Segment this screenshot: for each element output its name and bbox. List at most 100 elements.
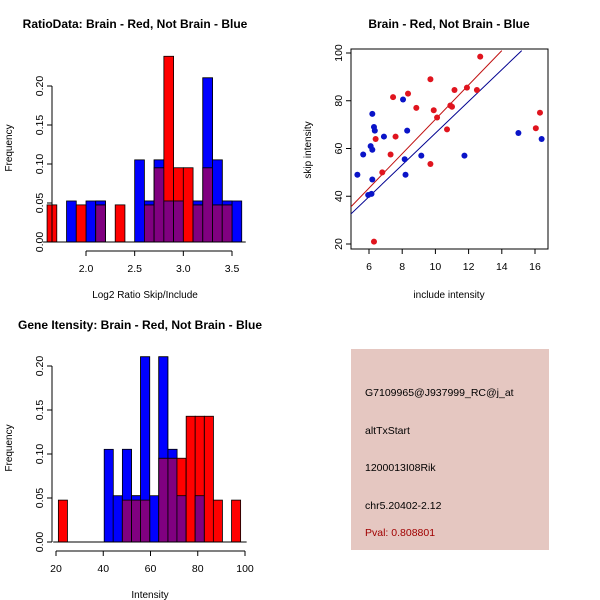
x-tick-label: 100 bbox=[236, 563, 254, 575]
y-tick-label: 0.20 bbox=[34, 76, 46, 97]
brain-point bbox=[390, 94, 397, 101]
brain-fit-line bbox=[351, 50, 503, 208]
event-type: altTxStart bbox=[365, 425, 410, 437]
brain-point bbox=[379, 169, 386, 176]
gene-histogram-title: Gene Itensity: Brain - Red, Not Brain - … bbox=[18, 318, 262, 332]
brain-point bbox=[387, 151, 394, 158]
not-brain-point bbox=[401, 156, 408, 163]
bar-brain bbox=[231, 499, 242, 543]
y-tick-label: 100 bbox=[333, 44, 345, 62]
bar-overlap bbox=[95, 204, 106, 243]
not-brain-fit-line bbox=[351, 50, 523, 215]
bar-overlap bbox=[176, 495, 187, 543]
x-tick-label: 2.0 bbox=[79, 263, 94, 275]
x-tick-label: 2.5 bbox=[127, 263, 142, 275]
bar-brain bbox=[212, 499, 223, 543]
bar-not-brain-top bbox=[212, 159, 223, 206]
x-tick-label: 6 bbox=[366, 261, 372, 273]
y-tick-label: 0.00 bbox=[34, 532, 46, 553]
gene-histogram-xlabel: Intensity bbox=[131, 590, 168, 600]
bar-not-brain bbox=[134, 159, 145, 243]
not-brain-point bbox=[418, 152, 425, 159]
y-tick-label: 60 bbox=[333, 143, 345, 155]
not-brain-point bbox=[354, 171, 361, 178]
x-tick-label: 60 bbox=[145, 563, 157, 575]
brain-point bbox=[463, 84, 470, 91]
bar-brain bbox=[203, 415, 214, 543]
bar-not-brain-top bbox=[121, 448, 132, 501]
bar-not-brain-top bbox=[131, 495, 142, 501]
bar-not-brain-top bbox=[140, 356, 151, 501]
bar-brain bbox=[185, 415, 196, 543]
ratio-histogram-ylabel: Frequency bbox=[4, 124, 15, 171]
probe-info-panel: G7109965@J937999_RC@j_at altTxStart 1200… bbox=[351, 349, 549, 550]
brain-point bbox=[392, 133, 399, 140]
brain-point bbox=[413, 104, 420, 111]
bar-overlap bbox=[121, 499, 132, 543]
y-tick-label: 20 bbox=[333, 238, 345, 250]
bar-overlap bbox=[163, 200, 175, 243]
bar-overlap bbox=[153, 167, 165, 243]
bar-overlap bbox=[173, 200, 184, 243]
bar-overlap bbox=[202, 167, 213, 243]
brain-point bbox=[430, 107, 437, 114]
ratio-histogram-xlabel: Log2 Ratio Skip/Include bbox=[92, 290, 198, 301]
brain-point bbox=[427, 76, 434, 83]
brain-point bbox=[477, 53, 484, 60]
not-brain-point bbox=[515, 129, 522, 136]
intensity-scatter: Brain - Red, Not Brain - Blue 20 40 60 80 10… bbox=[303, 17, 549, 301]
bar-not-brain bbox=[149, 495, 160, 543]
bar-not-brain-top bbox=[153, 159, 165, 169]
y-tick-label: 0.15 bbox=[34, 400, 46, 421]
scatter-xlabel: include intensity bbox=[413, 290, 484, 301]
probe-id: G7109965@J937999_RC@j_at bbox=[365, 387, 514, 399]
y-tick-label: 0.05 bbox=[34, 488, 46, 509]
y-tick-label: 0.20 bbox=[34, 356, 46, 377]
brain-point bbox=[444, 126, 451, 133]
not-brain-point bbox=[360, 151, 367, 158]
p-value: Pval: 0.808801 bbox=[365, 527, 436, 539]
not-brain-point bbox=[369, 176, 376, 183]
bar-overlap bbox=[131, 499, 142, 543]
bar-overlap bbox=[221, 204, 233, 243]
bar-overlap bbox=[194, 495, 205, 543]
bar-not-brain-top bbox=[167, 448, 178, 459]
scatter-ylabel: skip intensity bbox=[303, 121, 314, 178]
bar-overlap bbox=[143, 204, 155, 243]
bar-not-brain-top bbox=[95, 200, 106, 206]
bar-overlap bbox=[167, 457, 178, 543]
y-tick-label: 0.10 bbox=[34, 154, 46, 175]
x-tick-label: 3.5 bbox=[225, 263, 240, 275]
not-brain-point bbox=[400, 96, 407, 103]
bar-overlap bbox=[192, 204, 204, 243]
x-tick-label: 16 bbox=[529, 261, 541, 273]
bar-not-brain bbox=[231, 200, 243, 243]
x-tick-label: 20 bbox=[50, 563, 62, 575]
genomic-location: chr5.20402-2.12 bbox=[365, 500, 442, 512]
x-tick-label: 8 bbox=[399, 261, 405, 273]
bar-not-brain bbox=[103, 448, 114, 543]
gene-intensity-histogram: Gene Itensity: Brain - Red, Not Brain - … bbox=[4, 318, 262, 600]
bar-not-brain bbox=[85, 200, 97, 243]
brain-point bbox=[473, 87, 480, 94]
bar-brain bbox=[182, 167, 194, 243]
x-tick-label: 14 bbox=[496, 261, 508, 273]
not-brain-point bbox=[404, 127, 411, 134]
y-tick-label: 0.10 bbox=[34, 444, 46, 465]
brain-point bbox=[370, 238, 377, 245]
bar-overlap bbox=[158, 457, 169, 543]
bar-not-brain-top bbox=[192, 200, 204, 206]
y-tick-label: 40 bbox=[333, 190, 345, 202]
scatter-plot-frame bbox=[350, 48, 549, 250]
brain-point bbox=[372, 135, 379, 142]
bar-overlap bbox=[140, 499, 151, 543]
not-brain-point bbox=[369, 146, 376, 153]
brain-point bbox=[405, 90, 412, 97]
x-tick-label: 80 bbox=[192, 563, 204, 575]
y-tick-label: 0.05 bbox=[34, 193, 46, 214]
y-tick-label: 0.00 bbox=[34, 232, 46, 253]
scatter-title: Brain - Red, Not Brain - Blue bbox=[368, 17, 530, 31]
y-tick-label: 80 bbox=[333, 95, 345, 107]
bar-not-brain-top bbox=[158, 356, 169, 459]
brain-point bbox=[451, 87, 458, 94]
